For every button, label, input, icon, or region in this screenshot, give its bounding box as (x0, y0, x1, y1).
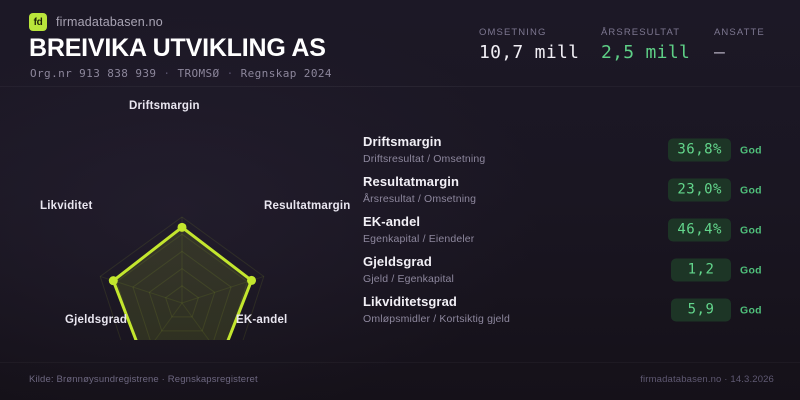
metric-name: Gjeldsgrad (363, 254, 432, 270)
metric-text: Likviditetsgrad Omløpsmidler / Kortsikti… (363, 294, 663, 325)
metric-text: EK-andel Egenkapital / Eiendeler (363, 214, 663, 245)
stat-omsetning-label: OMSETNING (479, 27, 547, 38)
metric-row[interactable]: Likviditetsgrad Omløpsmidler / Kortsikti… (363, 290, 778, 330)
radar-grid (99, 216, 265, 340)
metric-right: 36,8% God (668, 138, 778, 162)
radar-data-point (177, 222, 187, 232)
metric-formula: Gjeld / Egenkapital (363, 272, 454, 285)
radar-series-points (108, 222, 257, 286)
stat-arsresultat: ÅRSRESULTAT 2,5 mill (601, 27, 714, 62)
metric-right: 5,9 God (671, 298, 778, 322)
radar-axis-label-resultatmargin: Resultatmargin (264, 200, 351, 212)
metric-formula: Omløpsmidler / Kortsiktig gjeld (363, 312, 511, 325)
stat-arsresultat-value: 2,5 mill (601, 42, 691, 63)
radar-axis-label-driftsmargin: Driftsmargin (129, 100, 200, 112)
metric-right: 1,2 God (671, 258, 778, 282)
status-badge: God (740, 304, 762, 316)
metric-formula: Egenkapital / Eiendeler (363, 232, 475, 245)
radar-grid-ring (165, 285, 199, 318)
metric-value-badge: 46,4% (668, 218, 731, 242)
radar-grid-ring (132, 250, 232, 340)
radar-spoke (181, 302, 210, 340)
radar-spoke (154, 302, 183, 340)
footer-divider (0, 362, 800, 363)
metric-row[interactable]: Gjeldsgrad Gjeld / Egenkapital 1,2 God (363, 250, 778, 290)
metric-name: Likviditetsgrad (363, 294, 457, 310)
metric-formula: Driftsresultat / Omsetning (363, 152, 486, 165)
metrics-list: Driftsmargin Driftsresultat / Omsetning … (363, 130, 778, 330)
status-badge: God (740, 264, 762, 276)
orgnr-value: Org.nr 913 838 939 (30, 67, 157, 80)
status-badge: God (740, 144, 762, 156)
stat-omsetning-value: 10,7 mill (479, 42, 580, 63)
metric-value-badge: 23,0% (668, 178, 731, 202)
metric-text: Resultatmargin Årsresultat / Omsetning (363, 174, 663, 205)
radar-axis-label-likviditet: Likviditet (40, 200, 93, 212)
radar-axis-label-gjeldsgrad: Gjeldsgrad (65, 314, 128, 326)
metric-value-badge: 5,9 (671, 298, 731, 322)
stat-arsresultat-label: ÅRSRESULTAT (601, 27, 681, 38)
stat-omsetning: OMSETNING 10,7 mill (479, 27, 601, 62)
stat-ansatte: ANSATTE – (714, 27, 774, 62)
metric-text: Driftsmargin Driftsresultat / Omsetning (363, 134, 663, 165)
footer-source: Kilde: Brønnøysundregistrene · Regnskaps… (29, 374, 258, 385)
metric-name: Driftsmargin (363, 134, 442, 150)
radar-chart-svg (99, 216, 265, 340)
metric-formula: Årsresultat / Omsetning (363, 192, 477, 205)
radar-grid-ring (99, 216, 265, 340)
metric-name: Resultatmargin (363, 174, 460, 190)
brand-logo[interactable]: fd firmadatabasen.no (29, 13, 163, 31)
header-divider (0, 86, 800, 87)
page-title: BREIVIKA UTVIKLING AS (29, 34, 326, 62)
metric-right: 23,0% God (668, 178, 778, 202)
brand-site-name: firmadatabasen.no (56, 15, 163, 29)
meta-separator-2: · (226, 67, 234, 80)
header: fd firmadatabasen.no BREIVIKA UTVIKLING … (0, 0, 800, 87)
status-badge: God (740, 224, 762, 236)
radar-axis-label-ek-andel: EK-andel (236, 314, 288, 326)
status-badge: God (740, 184, 762, 196)
meta-separator-1: · (163, 67, 171, 80)
metric-name: EK-andel (363, 214, 421, 230)
metric-value-badge: 1,2 (671, 258, 731, 282)
metric-text: Gjeldsgrad Gjeld / Egenkapital (363, 254, 663, 285)
radar-data-point (247, 275, 257, 285)
footer-attribution: firmadatabasen.no · 14.3.2026 (640, 374, 774, 385)
metric-row[interactable]: EK-andel Egenkapital / Eiendeler 46,4% G… (363, 210, 778, 250)
company-meta: Org.nr 913 838 939 · TROMSØ · Regnskap 2… (30, 67, 332, 80)
radar-chart: Driftsmargin Resultatmargin EK-andel Gje… (0, 90, 355, 340)
metric-row[interactable]: Driftsmargin Driftsresultat / Omsetning … (363, 130, 778, 170)
city-value: TROMSØ (177, 67, 220, 80)
stat-ansatte-label: ANSATTE (714, 27, 765, 38)
metric-row[interactable]: Resultatmargin Årsresultat / Omsetning 2… (363, 170, 778, 210)
radar-grid-ring (115, 233, 249, 340)
fiscal-year-value: Regnskap 2024 (240, 67, 332, 80)
firmadatabasen-logo-icon: fd (29, 13, 47, 31)
metric-value-badge: 36,8% (668, 138, 731, 162)
stat-ansatte-value: – (714, 42, 726, 63)
metric-right: 46,4% God (668, 218, 778, 242)
radar-data-point (108, 276, 118, 286)
radar-series-area (111, 225, 254, 340)
radar-grid-ring (148, 267, 216, 332)
header-stats: OMSETNING 10,7 mill ÅRSRESULTAT 2,5 mill… (479, 27, 774, 62)
